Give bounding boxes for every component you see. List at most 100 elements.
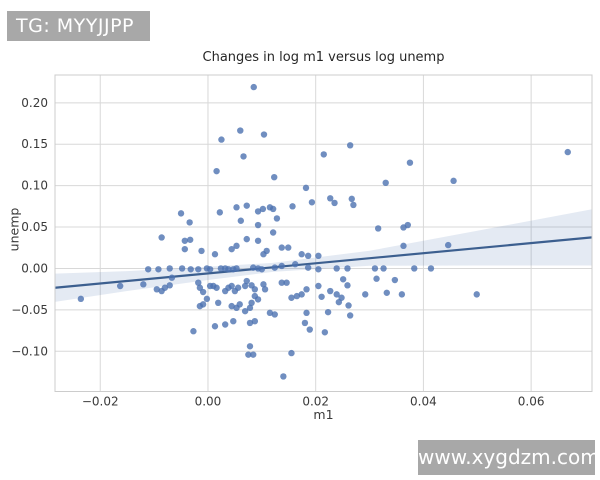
y-tick-label: 0.20	[21, 96, 48, 110]
scatter-point	[278, 244, 285, 251]
scatter-point	[260, 281, 267, 288]
scatter-point	[321, 329, 329, 336]
scatter-point	[345, 302, 352, 309]
scatter-point	[211, 251, 219, 258]
watermark-label: www.xygdzm.com	[418, 445, 600, 469]
x-tick-label: −0.02	[82, 395, 119, 409]
scatter-point	[266, 309, 274, 317]
scatter-point	[241, 307, 249, 315]
scatter-point	[230, 317, 237, 325]
scatter-point	[315, 252, 322, 260]
scatter-point	[258, 266, 266, 273]
scatter-point	[293, 292, 301, 300]
scatter-point	[186, 236, 194, 243]
scatter-point	[251, 317, 259, 325]
scatter-point	[298, 251, 305, 258]
scatter-point	[308, 199, 316, 206]
scatter-point	[278, 279, 285, 286]
scatter-point	[304, 264, 312, 271]
scatter-point	[303, 286, 310, 293]
scatter-point	[187, 266, 194, 273]
scatter-point	[211, 323, 219, 330]
scatter-point	[288, 349, 295, 357]
scatter-point	[243, 202, 250, 209]
scatter-point	[450, 177, 457, 185]
scatter-point	[225, 266, 232, 273]
scatter-point	[371, 265, 379, 272]
x-axis-label: m1	[313, 407, 334, 422]
scatter-point	[77, 295, 85, 303]
scatter-point	[153, 286, 160, 293]
scatter-point	[404, 221, 411, 229]
chart-title: Changes in log m1 versus log unemp	[202, 50, 445, 65]
scatter-point	[344, 282, 351, 289]
scatter-point	[346, 312, 354, 319]
scatter-point	[331, 199, 338, 207]
scatter-point	[199, 288, 207, 296]
scatter-point	[271, 311, 278, 318]
scatter-point	[168, 274, 176, 281]
scatter-point	[473, 291, 480, 298]
scatter-point	[271, 173, 278, 181]
scatter-point	[324, 308, 332, 316]
scatter-point	[241, 282, 249, 290]
y-tick-label: 0.05	[21, 220, 48, 234]
y-tick-label: 0.00	[21, 261, 48, 275]
tg-badge: TG: MYYJJPP	[7, 11, 150, 41]
scatter-point	[263, 247, 270, 255]
scatter-point	[254, 208, 262, 215]
scatter-point	[246, 319, 254, 327]
scatter-point	[335, 298, 343, 306]
scatter-point	[233, 242, 240, 250]
scatter-point	[245, 351, 252, 358]
scatter-point	[236, 301, 243, 308]
scatter-point	[344, 265, 351, 272]
scatter-point	[228, 302, 235, 310]
x-tick-label: 0.00	[195, 395, 222, 409]
scatter-point	[380, 265, 387, 272]
scatter-point	[206, 266, 214, 273]
scatter-point	[178, 265, 186, 272]
scatter-point	[213, 284, 220, 291]
scatter-point	[213, 167, 220, 175]
x-tick-label: 0.04	[410, 395, 437, 409]
scatter-point	[315, 282, 322, 290]
scatter-point	[228, 245, 235, 253]
scatter-point	[564, 148, 571, 156]
scatter-point	[271, 264, 278, 271]
scatter-point	[190, 328, 197, 335]
scatter-point	[233, 265, 240, 272]
scatter-point	[339, 276, 347, 283]
confidence-band	[55, 209, 592, 302]
scatter-point	[391, 276, 399, 284]
x-tick-label: 0.06	[518, 395, 545, 409]
scatter-point	[383, 289, 390, 296]
scatter-point	[333, 265, 340, 272]
scatter-point	[246, 304, 254, 312]
scatter-point	[327, 195, 334, 202]
scatter-point	[444, 241, 452, 249]
scatter-point	[362, 291, 369, 298]
scatter-point	[116, 282, 124, 290]
scatter-point	[320, 151, 327, 158]
scatter-point	[292, 261, 299, 268]
scatter-point	[348, 195, 355, 203]
scatter-point	[216, 209, 224, 216]
scatter-point	[198, 247, 205, 255]
y-tick-label: −0.05	[11, 303, 48, 317]
scatter-point	[254, 221, 262, 229]
scatter-point	[250, 351, 257, 358]
scatter-point	[318, 293, 325, 300]
scatter-point	[161, 284, 169, 291]
scatter-point	[250, 83, 257, 91]
scatter-point	[248, 299, 255, 307]
scatter-point	[315, 266, 322, 273]
scatter-point	[237, 127, 244, 134]
scatter-point	[199, 301, 207, 308]
scatter-point	[181, 245, 189, 253]
tg-badge-label: TG: MYYJJPP	[16, 15, 134, 37]
scatter-point	[280, 373, 287, 380]
scatter-point	[250, 264, 257, 271]
scatter-point	[195, 266, 202, 273]
